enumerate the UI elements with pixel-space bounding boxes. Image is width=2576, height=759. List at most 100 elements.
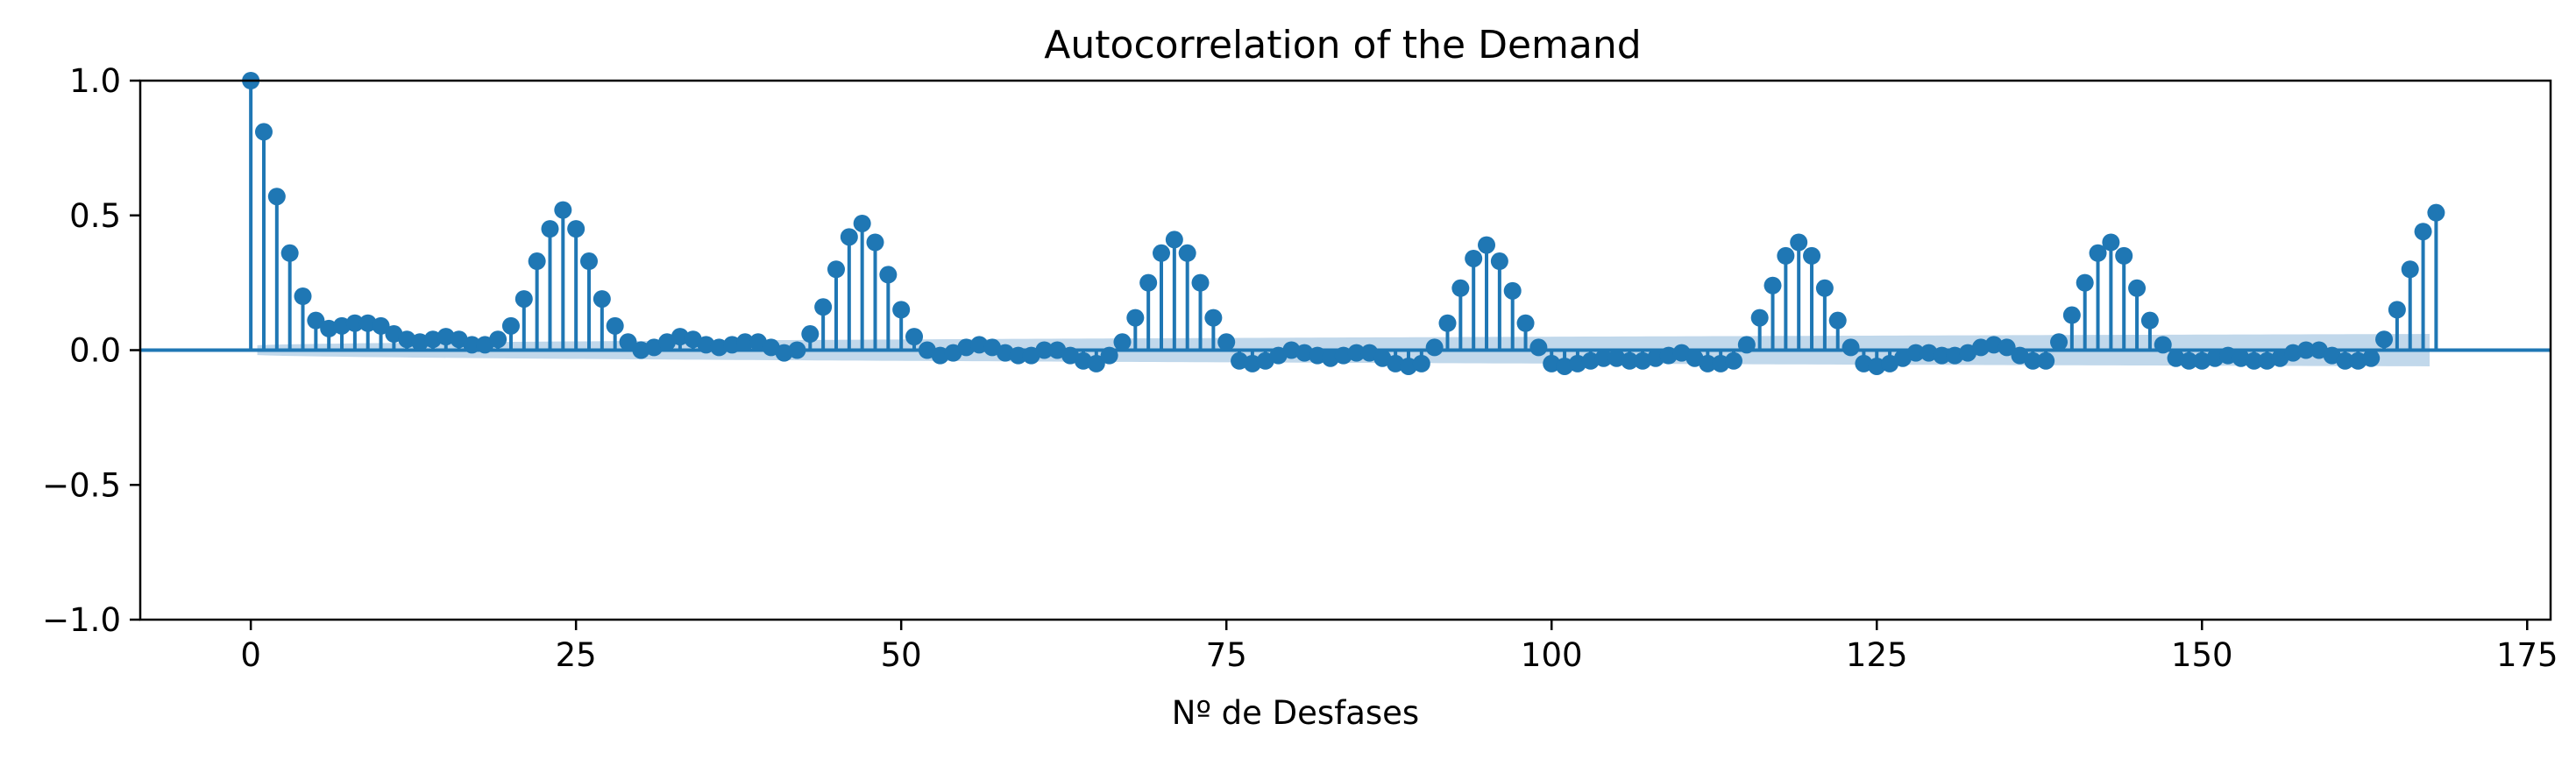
acf-point bbox=[1438, 314, 1457, 332]
acf-point bbox=[436, 328, 455, 346]
x-tick-label: 0 bbox=[240, 636, 261, 674]
acf-point bbox=[1842, 338, 1860, 357]
acf-point bbox=[541, 220, 559, 238]
acf-point bbox=[1204, 309, 1223, 327]
acf-point bbox=[2037, 351, 2055, 370]
acf-point bbox=[1243, 354, 1261, 372]
y-tick-label: −1.0 bbox=[42, 601, 121, 639]
acf-point bbox=[1803, 246, 1821, 265]
acf-point bbox=[1451, 279, 1470, 297]
acf-point bbox=[1465, 249, 1483, 267]
acf-point bbox=[333, 316, 351, 335]
acf-point bbox=[528, 252, 546, 271]
x-tick-label: 25 bbox=[556, 636, 597, 674]
acf-point bbox=[1621, 351, 1639, 370]
x-tick-label: 175 bbox=[2496, 636, 2558, 674]
acf-point bbox=[1828, 311, 1847, 330]
acf-point bbox=[671, 328, 689, 346]
acf-point bbox=[2375, 330, 2394, 349]
acf-point bbox=[1646, 349, 1664, 367]
acf-point bbox=[1113, 333, 1132, 351]
acf-point bbox=[801, 325, 820, 344]
y-tick-label: −0.5 bbox=[42, 466, 121, 504]
x-tick-label: 150 bbox=[2171, 636, 2233, 674]
acf-point bbox=[1556, 357, 1574, 375]
acf-point bbox=[280, 244, 299, 262]
acf-point bbox=[2193, 351, 2211, 370]
acf-point bbox=[606, 316, 624, 335]
acf-point bbox=[853, 214, 871, 232]
acf-point bbox=[567, 220, 585, 238]
acf-point bbox=[1191, 273, 1210, 292]
acf-point bbox=[2089, 244, 2107, 262]
acf-point bbox=[2427, 203, 2445, 222]
acf-point bbox=[398, 330, 416, 349]
acf-point bbox=[1217, 333, 1236, 351]
acf-point bbox=[2128, 279, 2147, 297]
acf-point bbox=[489, 330, 507, 349]
acf-point bbox=[294, 287, 312, 305]
acf-point bbox=[2076, 273, 2094, 292]
acf-point bbox=[423, 330, 442, 349]
x-tick-label: 100 bbox=[1521, 636, 1583, 674]
acf-point bbox=[1516, 314, 1535, 332]
acf-point bbox=[2258, 351, 2276, 370]
x-tick-label: 50 bbox=[881, 636, 922, 674]
y-axis-ticks: 1.0 0.5 0.0 −0.5 −1.0 bbox=[42, 62, 140, 639]
acf-point bbox=[814, 298, 833, 316]
acf-point bbox=[514, 290, 533, 309]
y-tick-label: 0.5 bbox=[69, 197, 121, 235]
acf-point bbox=[2167, 349, 2185, 367]
acf-point bbox=[2024, 351, 2042, 370]
acf-point bbox=[1855, 354, 1873, 372]
acf-point bbox=[1074, 351, 1092, 370]
acf-point bbox=[2401, 260, 2419, 279]
acf-point bbox=[372, 316, 390, 335]
acf-point bbox=[1087, 354, 1105, 372]
acf-point bbox=[2349, 351, 2367, 370]
chart-title: Autocorrelation of the Demand bbox=[1044, 23, 1641, 67]
acf-point bbox=[554, 201, 572, 219]
acf-point bbox=[2388, 301, 2406, 319]
acf-point bbox=[1387, 354, 1405, 372]
acf-point bbox=[1594, 349, 1613, 367]
acf-point bbox=[1153, 244, 1171, 262]
acf-point bbox=[2050, 333, 2069, 351]
acf-point bbox=[736, 333, 755, 351]
acf-point bbox=[1790, 233, 1808, 252]
acf-point bbox=[1763, 276, 1782, 294]
acf-point bbox=[1529, 338, 1548, 357]
acf-point bbox=[2232, 349, 2250, 367]
acf-point bbox=[1581, 351, 1600, 370]
acf-point bbox=[411, 333, 429, 351]
acf-point bbox=[501, 316, 520, 335]
acf-point bbox=[866, 233, 884, 252]
x-axis-label: Nº de Desfases bbox=[1172, 694, 1419, 732]
acf-point bbox=[1165, 231, 1183, 249]
acf-point bbox=[1750, 309, 1769, 327]
x-axis-ticks: 0 25 50 75 100 125 150 175 bbox=[240, 620, 2558, 674]
acf-point bbox=[1126, 309, 1145, 327]
acf-point bbox=[619, 333, 637, 351]
acf-point bbox=[2206, 349, 2225, 367]
acf-point bbox=[840, 228, 858, 246]
acf-point bbox=[1712, 354, 1730, 372]
acf-point bbox=[2062, 306, 2081, 324]
acf-point bbox=[267, 188, 286, 206]
acf-point bbox=[1634, 351, 1652, 370]
acf-point bbox=[1724, 351, 1742, 370]
acf-point bbox=[1568, 354, 1586, 372]
acf-point bbox=[1543, 354, 1561, 372]
acf-point bbox=[1425, 338, 1444, 357]
acf-point bbox=[593, 290, 611, 309]
acf-point bbox=[1868, 357, 1886, 375]
markers bbox=[242, 72, 2445, 375]
x-tick-label: 125 bbox=[1846, 636, 1908, 674]
acf-point bbox=[1231, 351, 1249, 370]
acf-point bbox=[580, 252, 599, 271]
acf-point bbox=[1478, 236, 1496, 254]
acf-point bbox=[345, 314, 364, 332]
acf-point bbox=[879, 266, 898, 284]
acf-point bbox=[1777, 246, 1795, 265]
